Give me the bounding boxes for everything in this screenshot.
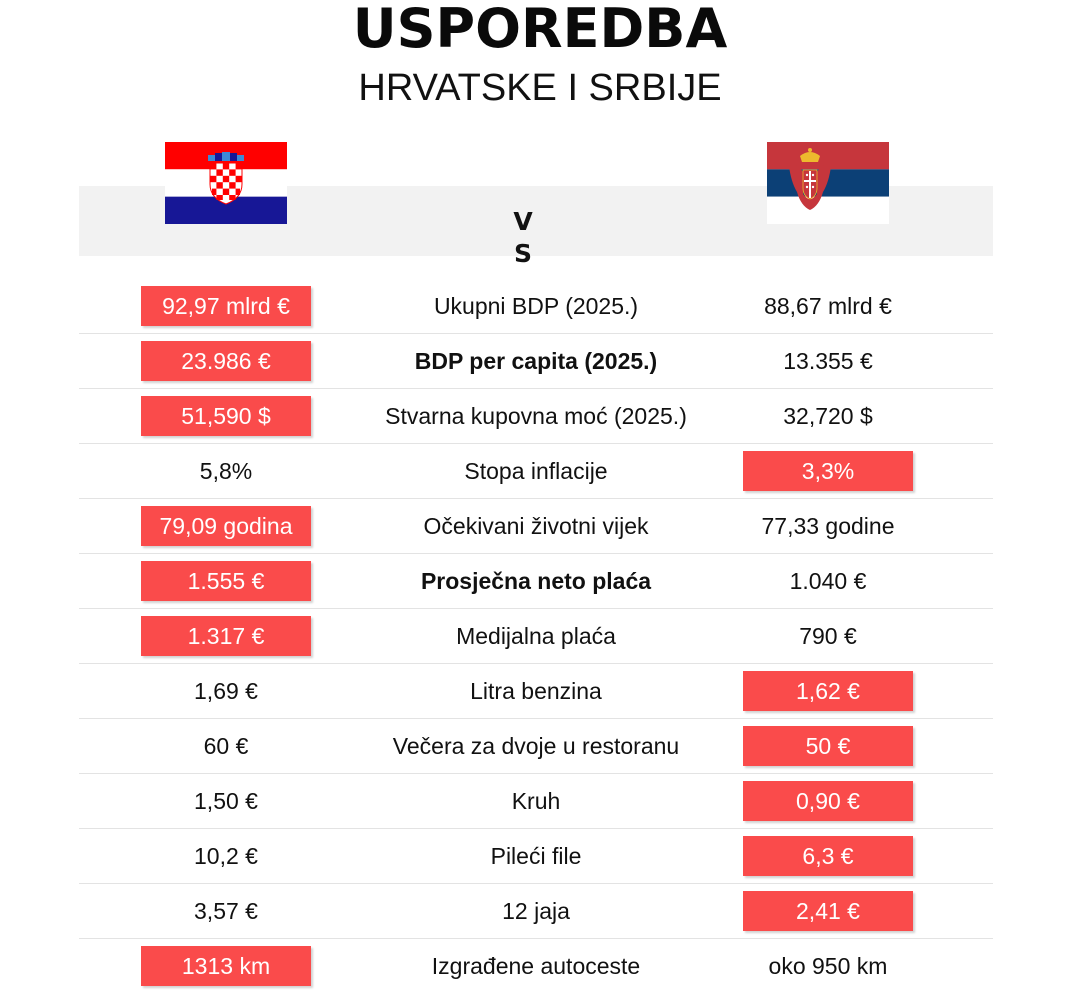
serbia-value: 1,62 € [743, 671, 913, 711]
serbia-value: 13.355 € [783, 348, 873, 374]
vs-label: V S [505, 206, 541, 270]
table-row: 60 € Večera za dvoje u restoranu 50 € [79, 719, 993, 774]
table-row: 1.317 € Medijalna plaća 790 € [79, 609, 993, 664]
croatia-value: 1,50 € [194, 788, 258, 814]
table-row: 10,2 € Pileći file 6,3 € [79, 829, 993, 884]
serbia-value: 0,90 € [743, 781, 913, 821]
metric-label: Pileći file [490, 843, 582, 869]
serbia-value: 77,33 godine [761, 513, 895, 539]
table-row: 23.986 € BDP per capita (2025.) 13.355 € [79, 334, 993, 389]
table-row: 1,69 € Litra benzina 1,62 € [79, 664, 993, 719]
croatia-value: 60 € [203, 733, 249, 759]
metric-label: Večera za dvoje u restoranu [392, 733, 680, 759]
page-title: USPOREDBA [352, 0, 728, 60]
croatia-value: 79,09 godina [141, 506, 311, 546]
table-row: 5,8% Stopa inflacije 3,3% [79, 444, 993, 499]
table-row: 1,50 € Kruh 0,90 € [79, 774, 993, 829]
metric-label: 12 jaja [502, 898, 570, 924]
serbia-value: 790 € [799, 623, 857, 649]
metric-label: Kruh [511, 788, 561, 814]
serbia-flag-icon [767, 142, 889, 224]
page-subtitle: HRVATSKE I SRBIJE [358, 67, 722, 109]
table-row: 79,09 godina Očekivani životni vijek 77,33… [79, 499, 993, 554]
metric-label: Medijalna plaća [456, 623, 616, 649]
croatia-value: 10,2 € [194, 843, 258, 869]
table-row: 92,97 mlrd € Ukupni BDP (2025.) 88,67 mlrd… [79, 279, 993, 334]
croatia-value: 5,8% [199, 458, 253, 484]
croatia-value: 1.555 € [141, 561, 311, 601]
metric-label: Ukupni BDP (2025.) [433, 293, 639, 319]
serbia-value: 32,720 $ [783, 403, 873, 429]
serbia-value: 50 € [743, 726, 913, 766]
serbia-value: 88,67 mlrd € [764, 293, 892, 319]
table-row: 1313 km Izgrađene autoceste oko 950 km [79, 939, 993, 993]
table-row: 51,590 $ Stvarna kupovna moć (2025.) 32,72… [79, 389, 993, 444]
metric-label: Stopa inflacije [464, 458, 608, 484]
metric-label: BDP per capita (2025.) [414, 348, 658, 374]
croatia-flag-icon [165, 142, 287, 224]
croatia-value: 1,69 € [194, 678, 258, 704]
metric-label: Očekivani životni vijek [423, 513, 649, 539]
serbia-value: 3,3% [743, 451, 913, 491]
serbia-value: oko 950 km [768, 953, 888, 979]
metric-label: Stvarna kupovna moć (2025.) [385, 403, 687, 429]
croatia-value: 3,57 € [194, 898, 258, 924]
metric-label: Izgrađene autoceste [431, 953, 641, 979]
serbia-value: 1.040 € [789, 568, 867, 594]
comparison-table: 92,97 mlrd € Ukupni BDP (2025.) 88,67 mlrd… [79, 279, 993, 993]
serbia-value: 2,41 € [743, 891, 913, 931]
metric-label: Litra benzina [470, 678, 602, 704]
metric-label: Prosječna neto plaća [420, 568, 652, 594]
croatia-value: 51,590 $ [141, 396, 311, 436]
table-row: 1.555 € Prosječna neto plaća 1.040 € [79, 554, 993, 609]
croatia-value: 23.986 € [141, 341, 311, 381]
serbia-value: 6,3 € [743, 836, 913, 876]
table-row: 3,57 € 12 jaja 2,41 € [79, 884, 993, 939]
croatia-value: 1.317 € [141, 616, 311, 656]
croatia-value: 92,97 mlrd € [141, 286, 311, 326]
vs-text: V S [513, 207, 533, 268]
croatia-value: 1313 km [141, 946, 311, 986]
